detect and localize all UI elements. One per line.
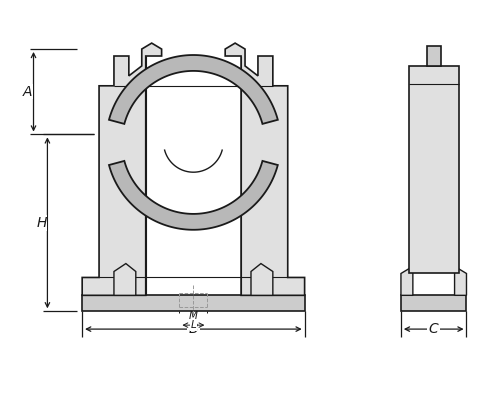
Polygon shape [454, 268, 466, 295]
Text: M: M [189, 311, 198, 321]
Polygon shape [82, 295, 304, 311]
Polygon shape [225, 43, 304, 295]
Text: B: B [188, 322, 198, 336]
Text: A: A [23, 85, 32, 99]
Polygon shape [251, 264, 273, 295]
Polygon shape [401, 295, 466, 311]
Text: H: H [36, 216, 46, 230]
Polygon shape [109, 161, 278, 230]
Polygon shape [409, 66, 459, 274]
Polygon shape [109, 55, 278, 124]
Polygon shape [114, 264, 136, 295]
Polygon shape [427, 46, 440, 66]
Text: C: C [429, 322, 438, 336]
Text: L: L [190, 320, 196, 330]
Polygon shape [401, 268, 413, 295]
Polygon shape [82, 43, 162, 295]
